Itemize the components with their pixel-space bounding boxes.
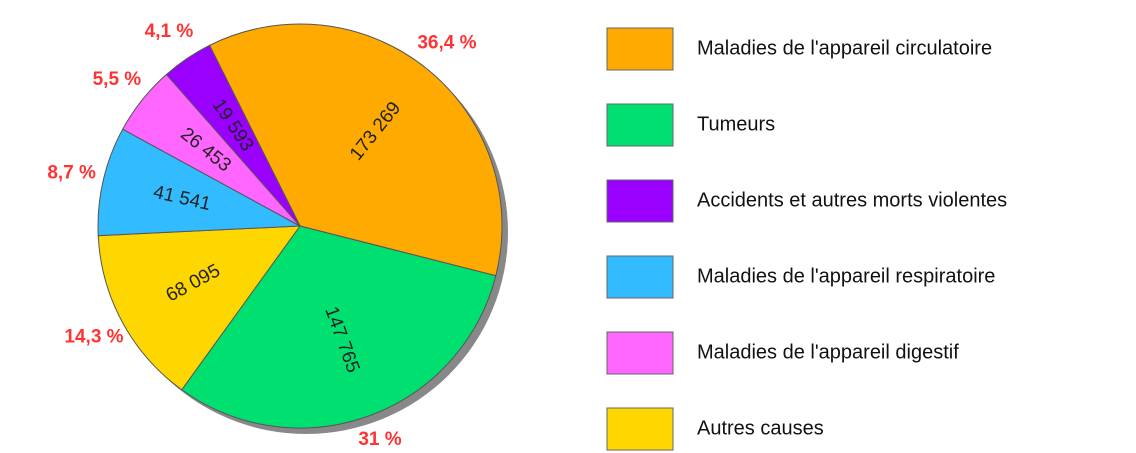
percent-label: 31 %	[358, 429, 401, 450]
pie-slice	[97, 128, 302, 237]
pie-slice	[97, 225, 302, 391]
percent-label: 36,4 %	[417, 32, 476, 53]
pie-slice	[165, 44, 301, 227]
percent-label: 4,1 %	[145, 21, 194, 42]
legend-label: Maladies de l'appareil digestif	[697, 341, 959, 363]
legend-swatch	[606, 27, 674, 71]
pie-slice	[208, 23, 503, 277]
legend-label: Maladies de l'appareil circulatoire	[697, 37, 992, 59]
legend-label: Accidents et autres morts violentes	[697, 189, 1007, 211]
legend-swatch	[606, 331, 674, 375]
legend-swatch	[606, 407, 674, 451]
percent-label: 5,5 %	[93, 69, 142, 90]
percent-label: 14,3 %	[64, 327, 123, 348]
percent-label: 8,7 %	[47, 163, 96, 184]
legend-label: Tumeurs	[697, 113, 775, 135]
legend-swatch	[606, 179, 674, 223]
legend-label: Maladies de l'appareil respiratoire	[697, 265, 995, 287]
legend-swatch	[606, 255, 674, 299]
pie-slice	[181, 225, 497, 429]
legend-label: Autres causes	[697, 417, 824, 439]
legend-swatch	[606, 103, 674, 147]
